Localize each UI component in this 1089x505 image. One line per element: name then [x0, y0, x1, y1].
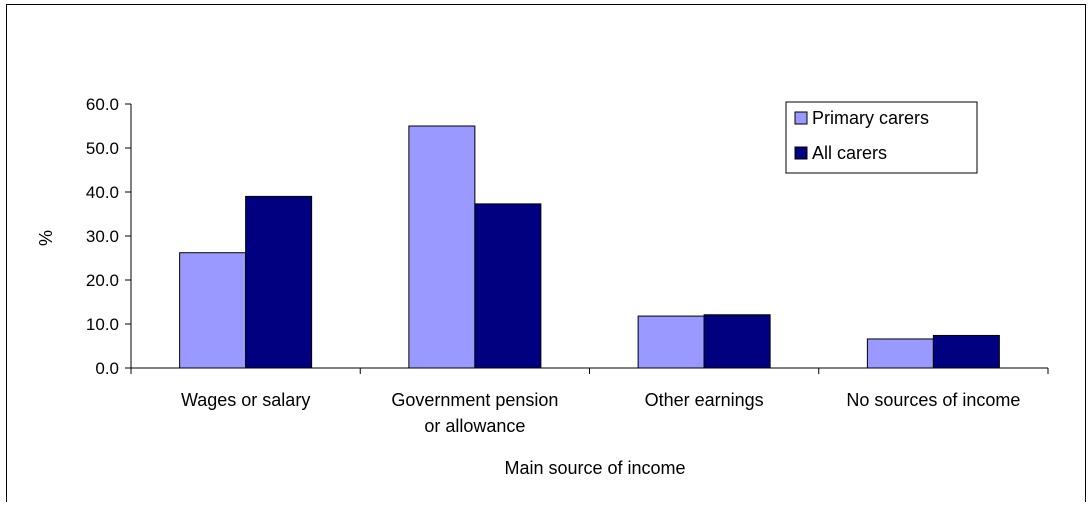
- x-category-label: Wages or salary: [181, 390, 310, 410]
- bar-primary-carers: [866, 338, 934, 369]
- bars: [179, 125, 1000, 369]
- y-tick-label: 0.0: [95, 359, 119, 378]
- x-axis-title: Main source of income: [504, 458, 685, 478]
- legend-label: All carers: [812, 143, 887, 163]
- legend-box: [785, 101, 978, 174]
- labels: 0.0 10.0 20.0 30.0 40.0 50.0 60.0 Wages or sala…: [86, 95, 1021, 436]
- x-category-label: or allowance: [424, 416, 525, 436]
- legend-label: Primary carers: [812, 108, 929, 128]
- bar-all-carers: [932, 334, 1000, 369]
- legend: Primary carers All carers: [785, 101, 978, 174]
- y-tick-label: 30.0: [86, 227, 119, 246]
- y-tick-label: 60.0: [86, 95, 119, 114]
- y-tick-label: 10.0: [86, 315, 119, 334]
- legend-swatch: [794, 146, 808, 160]
- y-axis-title: %: [36, 230, 56, 246]
- bar-primary-carers: [408, 125, 476, 369]
- x-category-label: Other earnings: [645, 390, 764, 410]
- x-category-label: No sources of income: [846, 390, 1020, 410]
- y-tick-label: 40.0: [86, 183, 119, 202]
- bar-all-carers: [245, 195, 313, 369]
- y-tick-label: 50.0: [86, 139, 119, 158]
- x-category-label: Government pension: [391, 390, 558, 410]
- bar-all-carers: [703, 314, 771, 369]
- legend-swatch: [794, 111, 808, 125]
- bar-all-carers: [474, 203, 542, 369]
- bar-primary-carers: [179, 252, 247, 369]
- bar-primary-carers: [637, 315, 705, 369]
- y-tick-label: 20.0: [86, 271, 119, 290]
